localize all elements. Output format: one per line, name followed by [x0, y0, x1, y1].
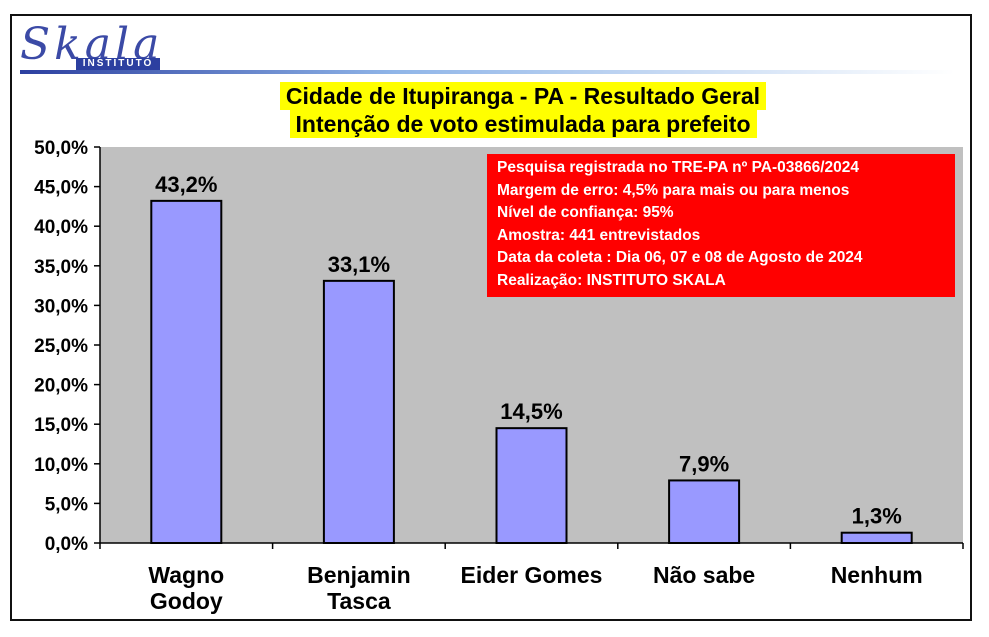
info-line-author: Realização: INSTITUTO SKALA — [497, 271, 726, 289]
bar-value-label: 43,2% — [155, 172, 217, 197]
logo-subtitle: INSTITUTO — [76, 58, 160, 70]
bar — [322, 279, 395, 544]
y-tick-label: 10,0% — [34, 455, 88, 476]
survey-info-box: Pesquisa registrada no TRE-PA nº PA-0386… — [487, 154, 955, 297]
skala-logo: Skala INSTITUTO — [20, 22, 162, 76]
category-label: Wagno — [148, 562, 224, 588]
category-label: Não sabe — [653, 562, 755, 588]
y-tick-label: 20,0% — [34, 376, 88, 397]
info-line-sample: Amostra: 441 entrevistados — [497, 226, 701, 244]
info-line-date: Data da coleta : Dia 06, 07 e 08 de Agos… — [497, 249, 863, 266]
bar — [668, 479, 741, 545]
category-label: Eider Gomes — [461, 562, 603, 588]
category-label: Tasca — [327, 588, 391, 614]
y-tick-label: 30,0% — [34, 296, 88, 317]
y-tick-label: 40,0% — [34, 217, 88, 238]
y-tick-label: 15,0% — [34, 415, 88, 436]
bar-value-label: 1,3% — [852, 504, 902, 529]
logo-underline — [20, 70, 955, 74]
y-tick-label: 0,0% — [45, 534, 88, 555]
chart-title: Cidade de Itupiranga - PA - Resultado Ge… — [259, 82, 787, 138]
bar-value-label: 33,1% — [328, 252, 390, 277]
y-tick-label: 5,0% — [45, 494, 88, 515]
category-label: Nenhum — [831, 562, 923, 588]
bar — [840, 531, 913, 544]
chart-title-line-2: Intenção de voto estimulada para prefeit… — [289, 110, 757, 138]
y-tick-label: 35,0% — [34, 257, 88, 278]
y-tick-label: 25,0% — [34, 336, 88, 357]
info-line-margin: Margem de erro: 4,5% para mais ou para m… — [497, 181, 850, 199]
info-line-confidence: Nível de confiança: 95% — [497, 204, 674, 221]
bar-value-label: 14,5% — [500, 399, 562, 424]
chart-title-line-1: Cidade de Itupiranga - PA - Resultado Ge… — [279, 82, 767, 110]
bar — [150, 199, 223, 545]
category-label: Godoy — [150, 588, 223, 614]
info-line-registration: Pesquisa registrada no TRE-PA nº PA-0386… — [497, 159, 860, 176]
y-tick-label: 45,0% — [34, 178, 88, 199]
category-label: Benjamin — [307, 562, 411, 588]
bar-value-label: 7,9% — [679, 451, 729, 476]
y-tick-label: 50,0% — [34, 138, 88, 159]
bar — [495, 427, 568, 544]
